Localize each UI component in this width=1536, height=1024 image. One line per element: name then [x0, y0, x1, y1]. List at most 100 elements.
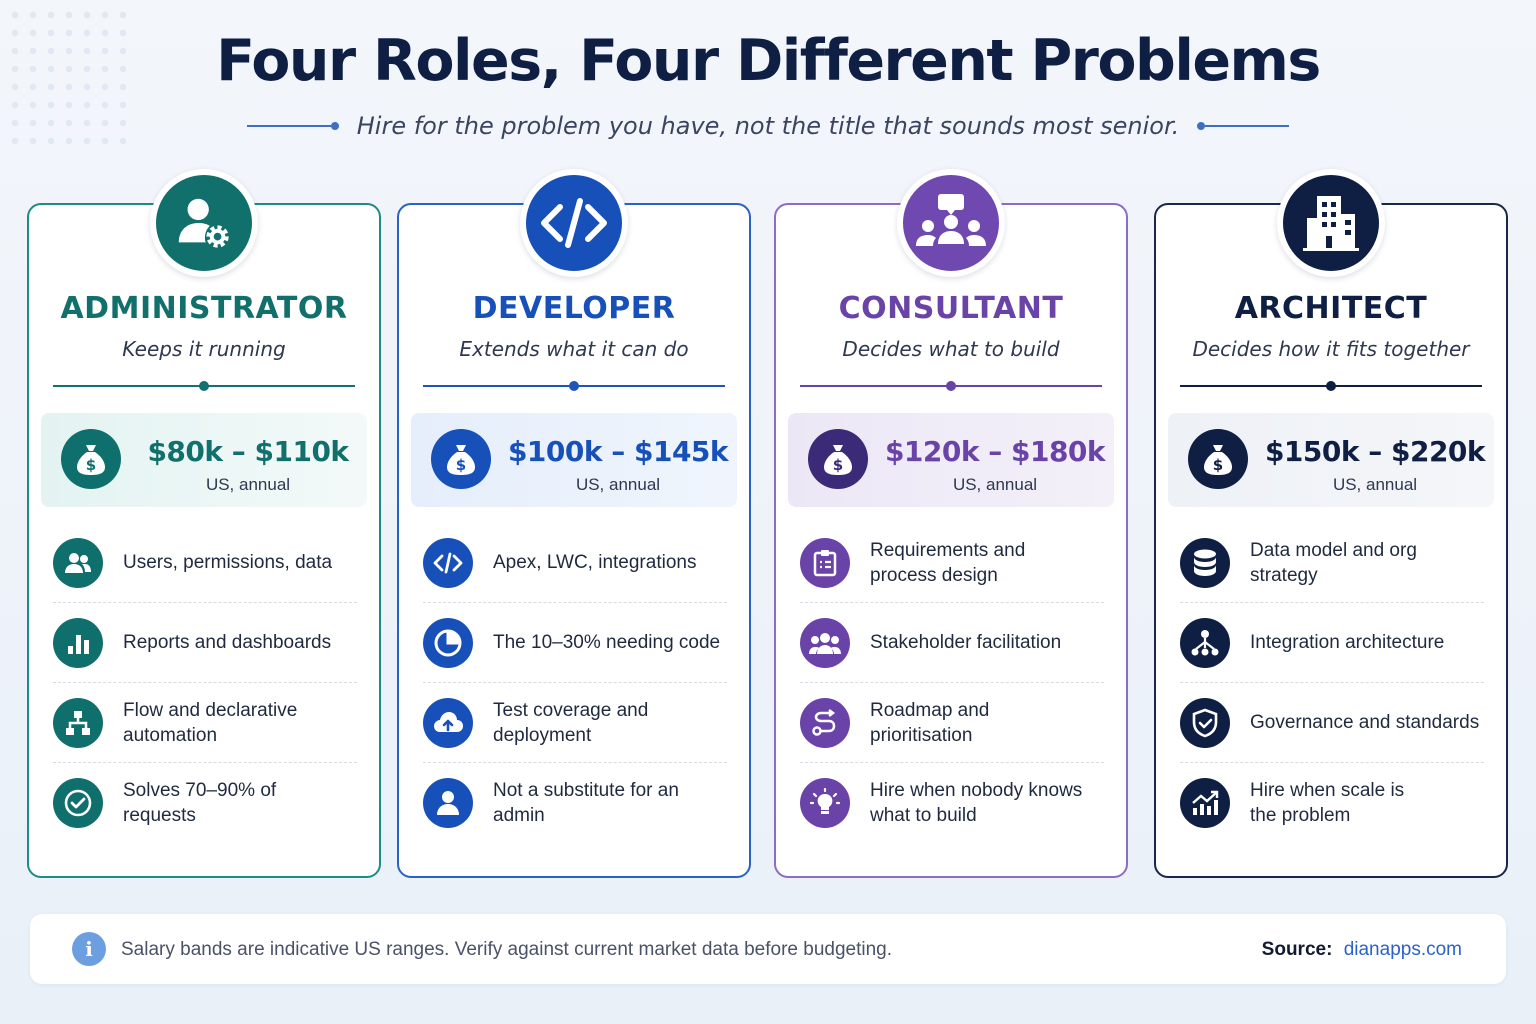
list-item: Apex, LWC, integrations	[423, 523, 727, 603]
salary-range: $100k – $145k	[507, 435, 729, 468]
flow-hierarchy-icon	[53, 697, 103, 748]
dot-pattern-decoration	[6, 6, 126, 156]
svg-text:$: $	[456, 456, 466, 474]
item-text: Hire when nobody knows what to build	[870, 780, 1083, 826]
item-text: Integration architecture	[1250, 632, 1445, 653]
responsibility-list: Data model and org strategy Integration …	[1180, 523, 1484, 843]
item-text: Roadmap and prioritisation	[870, 699, 990, 746]
user-gear-icon	[150, 169, 258, 277]
role-name: ARCHITECT	[1234, 291, 1428, 326]
database-icon	[1180, 537, 1230, 588]
cloud-upload-icon	[423, 697, 473, 748]
item-text: Users, permissions, data	[123, 552, 333, 573]
check-circle-icon	[53, 778, 103, 828]
salary-range: $150k – $220k	[1264, 435, 1486, 468]
svg-text:$: $	[833, 456, 843, 474]
code-icon	[520, 169, 628, 277]
page-title: Four Roles, Four Different Problems	[216, 28, 1321, 94]
salary-box: $ $100k – $145k US, annual	[411, 413, 737, 507]
shield-check-icon	[1180, 697, 1230, 748]
item-text: Data model and org strategy	[1250, 539, 1417, 586]
salary-note: US, annual	[575, 475, 661, 494]
buildings-icon	[1277, 169, 1385, 277]
role-name: DEVELOPER	[472, 291, 676, 326]
clipboard-icon	[800, 537, 850, 588]
responsibility-list: Users, permissions, data Reports and das…	[53, 523, 357, 843]
page-subtitle: Hire for the problem you have, not the t…	[356, 112, 1180, 140]
team-icon	[800, 617, 850, 668]
bar-chart-icon	[53, 617, 103, 668]
money-bag-icon: $	[1188, 429, 1248, 489]
list-item: Users, permissions, data	[53, 523, 357, 603]
route-icon	[800, 697, 850, 748]
subtitle-right-rule	[1197, 122, 1290, 130]
item-text: Reports and dashboards	[123, 632, 332, 653]
card-divider	[1180, 381, 1482, 391]
footer-note-bar: i Salary bands are indicative US ranges.…	[30, 914, 1506, 984]
salary-box: $ $150k – $220k US, annual	[1168, 413, 1494, 507]
group-chat-icon	[897, 169, 1005, 277]
responsibility-list: Requirements and process design Stakehol…	[800, 523, 1104, 843]
users-icon	[53, 537, 103, 588]
item-text: Test coverage and deployment	[493, 699, 649, 746]
list-item: Data model and org strategy	[1180, 523, 1484, 603]
network-icon	[1180, 617, 1230, 668]
list-item: Not a substitute for an admin	[423, 763, 727, 843]
subtitle-row: Hire for the problem you have, not the t…	[0, 108, 1536, 144]
list-item: The 10–30% needing code	[423, 603, 727, 683]
item-text: Flow and declarative automation	[123, 699, 298, 746]
item-text: Hire when scale is the problem	[1250, 780, 1405, 826]
salary-box: $ $80k – $110k US, annual	[41, 413, 367, 507]
list-item: Test coverage and deployment	[423, 683, 727, 763]
lightbulb-icon	[800, 778, 850, 828]
salary-range: $120k – $180k	[884, 435, 1106, 468]
user-icon	[423, 778, 473, 828]
svg-text:$: $	[86, 456, 96, 474]
pie-chart-icon	[423, 617, 473, 668]
salary-note: US, annual	[1332, 475, 1418, 494]
salary-note: US, annual	[205, 475, 291, 494]
source-link[interactable]: dianapps.com	[1343, 939, 1462, 960]
money-bag-icon: $	[61, 429, 121, 489]
role-card-consultant: CONSULTANT Decides what to build $ $120k…	[774, 169, 1128, 878]
list-item: Integration architecture	[1180, 603, 1484, 683]
list-item: Roadmap and prioritisation	[800, 683, 1104, 763]
role-tagline: Keeps it running	[122, 337, 286, 361]
role-name: ADMINISTRATOR	[60, 291, 348, 326]
item-text: The 10–30% needing code	[493, 632, 721, 653]
item-text: Governance and standards	[1250, 712, 1480, 733]
role-tagline: Decides how it fits together	[1192, 337, 1470, 361]
salary-range: $80k – $110k	[147, 435, 349, 468]
growth-chart-icon	[1180, 778, 1230, 828]
money-bag-icon: $	[808, 429, 868, 489]
card-divider	[800, 381, 1102, 391]
source-label: Source:	[1261, 939, 1333, 960]
role-tagline: Extends what it can do	[459, 337, 689, 361]
svg-text:$: $	[1213, 456, 1223, 474]
item-text: Apex, LWC, integrations	[493, 552, 697, 573]
role-card-developer: DEVELOPER Extends what it can do $ $100k…	[397, 169, 751, 878]
salary-note: US, annual	[952, 475, 1038, 494]
list-item: Hire when nobody knows what to build	[800, 763, 1104, 843]
info-icon: i	[72, 932, 106, 966]
list-item: Solves 70–90% of requests	[53, 763, 357, 843]
item-text: Not a substitute for an admin	[493, 780, 679, 826]
role-name: CONSULTANT	[838, 291, 1064, 326]
subtitle-left-rule	[246, 122, 339, 130]
role-tagline: Decides what to build	[842, 337, 1060, 361]
code-icon	[423, 537, 473, 588]
role-card-architect: ARCHITECT Decides how it fits together $…	[1154, 169, 1508, 878]
list-item: Reports and dashboards	[53, 603, 357, 683]
money-bag-icon: $	[431, 429, 491, 489]
salary-box: $ $120k – $180k US, annual	[788, 413, 1114, 507]
list-item: Stakeholder facilitation	[800, 603, 1104, 683]
list-item: Requirements and process design	[800, 523, 1104, 603]
card-divider	[53, 381, 355, 391]
list-item: Hire when scale is the problem	[1180, 763, 1484, 843]
disclaimer-text: Salary bands are indicative US ranges. V…	[121, 939, 892, 960]
list-item: Flow and declarative automation	[53, 683, 357, 763]
card-divider	[423, 381, 725, 391]
source-credit: Source: dianapps.com	[1262, 939, 1462, 961]
item-text: Stakeholder facilitation	[870, 632, 1062, 653]
item-text: Solves 70–90% of requests	[123, 780, 277, 826]
